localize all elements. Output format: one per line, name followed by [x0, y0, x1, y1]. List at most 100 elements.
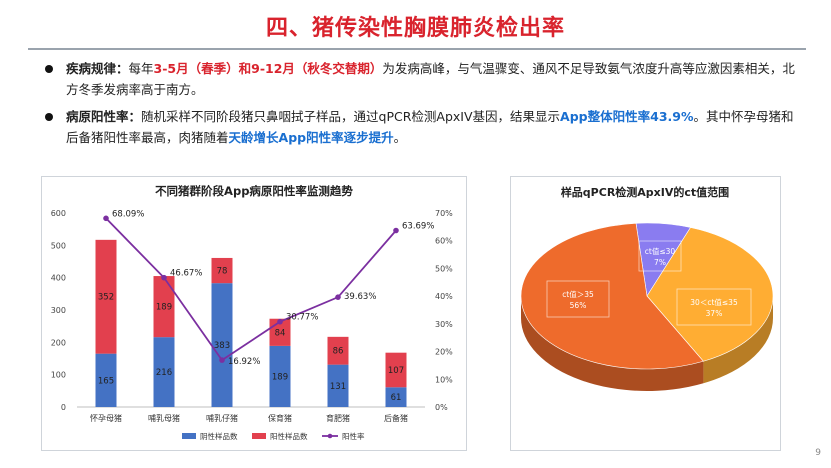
bar-negative: [211, 283, 233, 407]
x-tick-label: 怀孕母猪: [90, 413, 122, 423]
y-tick-label: 0: [61, 403, 66, 412]
y-tick-label: 200: [51, 338, 66, 347]
bullet-positive-rate: 病原阳性率：随机采样不同阶段猪只鼻咽拭子样品，通过qPCR检测ApxIV基因，结…: [40, 106, 800, 148]
rate-label: 46.67%: [170, 269, 202, 279]
y2-tick-label: 40%: [435, 292, 453, 301]
bar-negative: [385, 387, 407, 407]
rate-point: [277, 318, 283, 325]
bullet-highlight: 3-5月（春季）和9-12月（秋冬交替期）: [153, 61, 383, 76]
rate-label: 30.77%: [286, 313, 318, 323]
title-divider: [28, 48, 806, 50]
bar-positive-label: 189: [156, 303, 172, 313]
rate-label: 63.69%: [402, 221, 434, 231]
y2-tick-label: 20%: [435, 348, 453, 357]
bar-negative-label: 216: [156, 368, 172, 378]
bar-negative-label: 61: [391, 393, 402, 403]
x-tick-label: 后备猪: [384, 413, 408, 423]
rate-label: 39.63%: [344, 292, 376, 302]
bullet-dot-icon: [45, 65, 53, 73]
bar-negative: [327, 364, 349, 407]
pie-slice: [520, 222, 704, 370]
bullet-list: 疾病规律：每年3-5月（春季）和9-12月（秋冬交替期）为发病高峰，与气温骤变、…: [40, 58, 800, 154]
bar-positive: [385, 352, 407, 388]
bar-positive: [95, 239, 117, 354]
rate-point: [103, 215, 109, 222]
rate-point: [335, 294, 341, 300]
bullet-highlight: 天龄增长App阳性率逐步提升: [228, 130, 394, 145]
bar-negative-label: 189: [272, 372, 288, 382]
legend-swatch-point: [327, 433, 333, 439]
y2-tick-label: 50%: [435, 264, 453, 273]
bullet-text: 每年: [128, 61, 154, 76]
bar-negative: [153, 337, 175, 407]
bullet-label: 病原阳性率: [66, 109, 129, 124]
pie-label-box: [676, 288, 752, 326]
y-tick-label: 100: [51, 371, 66, 380]
legend-label: 阳性率: [342, 431, 365, 441]
pie-chart: 样品qPCR检测ApxIV的ct值范围 ct值＞35 56% 30＜ct值≤35 37%…: [520, 185, 774, 391]
legend-swatch-positive: [252, 433, 266, 439]
pie-slice: [646, 227, 774, 362]
bar-negative: [269, 345, 291, 407]
pie-slice-side: [703, 296, 773, 384]
x-tick-label: 保育猪: [268, 413, 292, 423]
y-tick-label: 600: [51, 209, 66, 218]
y2-tick-label: 30%: [435, 320, 453, 329]
bar-negative-label: 165: [98, 376, 114, 386]
y2-tick-label: 0%: [435, 403, 448, 412]
bar-positive: [327, 336, 349, 365]
pie-label-box: [638, 240, 682, 272]
legend-label: 阳性样品数: [270, 431, 308, 441]
pie-chart-panel: 样品qPCR检测ApxIV的ct值范围 ct值＞35 56% 30＜ct值≤35 37%…: [510, 176, 781, 451]
bullet-text: 。其中怀孕母猪和后备猪阳性率最高，肉猪随着: [66, 109, 794, 145]
rate-point: [219, 357, 225, 363]
pie-slice-label: ct值≤30: [645, 246, 676, 256]
pie-label-box: [546, 280, 610, 318]
x-tick-label: 哺乳母猪: [148, 413, 180, 423]
rate-label: 68.09%: [112, 209, 144, 219]
bullet-label: 疾病规律: [66, 61, 117, 76]
y-tick-label: 300: [51, 306, 66, 315]
pie-slice-label: 30＜ct值≤35: [690, 297, 738, 307]
bar-positive: [153, 276, 175, 338]
bar-negative-label: 383: [214, 341, 230, 351]
bullet-colon: ：: [116, 61, 129, 76]
y-tick-label: 400: [51, 274, 66, 283]
pie-slice-pct: 37%: [706, 309, 723, 318]
bar-chart-panel: 不同猪群阶段App病原阳性率监测趋势 0 100 200 300 400 500 600 0% 1…: [41, 176, 467, 451]
rate-point: [393, 227, 399, 234]
page-title: 四、猪传染性胸膜肺炎检出率: [265, 16, 565, 41]
bar-positive-label: 78: [217, 267, 228, 277]
pie-slice-label: ct值＞35: [562, 289, 594, 299]
bar-negative: [95, 353, 117, 407]
y-tick-label: 500: [51, 241, 66, 250]
bar-positive-label: 86: [333, 347, 344, 357]
bar-line-chart: 不同猪群阶段App病原阳性率监测趋势 0 100 200 300 400 500 600 0% 1…: [51, 184, 453, 441]
x-tick-label: 哺乳仔猪: [206, 413, 238, 423]
rate-point: [161, 274, 167, 281]
bullet-text: 为发病高峰，与气温骤变、通风不足导致氨气浓度升高等应激因素相关，北方冬季发病率高…: [66, 61, 795, 97]
chart-title: 不同猪群阶段App病原阳性率监测趋势: [155, 184, 353, 198]
y2-tick-label: 70%: [435, 209, 453, 218]
bar-positive-label: 84: [275, 328, 286, 338]
pie-slice-side: [521, 296, 704, 391]
legend-label: 阴性样品数: [200, 431, 238, 441]
pie-slice-pct: 56%: [570, 301, 587, 310]
x-tick-label: 育肥猪: [326, 413, 350, 423]
bullet-dot-icon: [45, 113, 53, 121]
bar-negative-label: 131: [330, 382, 346, 392]
bullet-colon: ：: [128, 109, 142, 124]
pie-slice-pct: 7%: [654, 258, 666, 267]
y2-tick-label: 60%: [435, 237, 453, 246]
bullet-text: 。: [393, 130, 407, 145]
bar-positive: [211, 257, 233, 284]
pie-title: 样品qPCR检测ApxIV的ct值范围: [561, 185, 729, 199]
y2-tick-label: 10%: [435, 375, 453, 384]
legend-swatch-negative: [182, 433, 196, 439]
rate-line: [105, 217, 397, 362]
page-number: 9: [815, 448, 821, 458]
bar-positive-label: 107: [388, 366, 404, 376]
rate-label: 16.92%: [228, 357, 260, 367]
bar-positive-label: 352: [98, 293, 114, 303]
bullet-highlight: App整体阳性率43.9%: [560, 109, 694, 124]
